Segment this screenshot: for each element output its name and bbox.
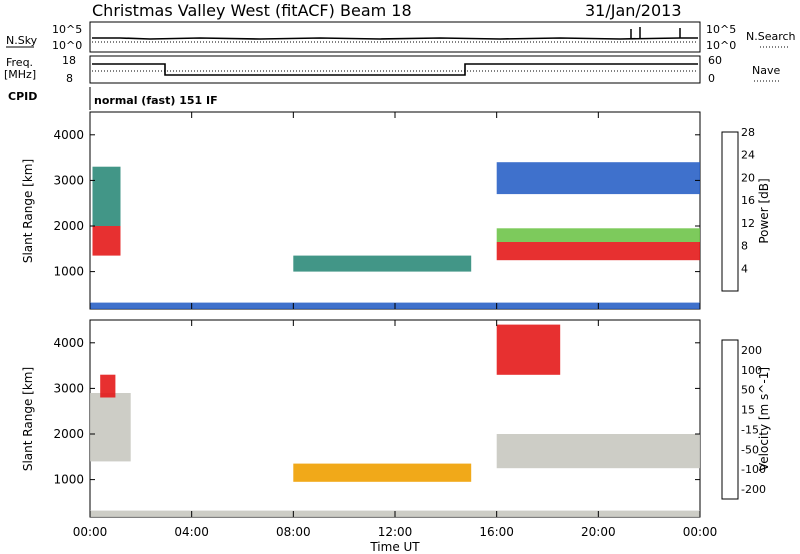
power-ytick-label-3: 4000 — [53, 128, 84, 142]
power-frame — [89, 111, 701, 310]
velocity-x-ticks — [89, 320, 701, 517]
power-region-1 — [92, 166, 121, 226]
power-x-ticks — [89, 112, 701, 309]
velocity-region-1 — [100, 374, 116, 398]
velocity-panel: 1000 2000 3000 4000 — [53, 319, 701, 518]
velocity-ytick-label-0: 1000 — [53, 473, 84, 487]
noise-left-tick-top: 10^5 — [52, 23, 82, 36]
time-label-1: 04:00 — [174, 525, 209, 539]
station-title: Christmas Valley West (fitACF) — [92, 1, 335, 20]
velocity-scale-tick-1: 100 — [741, 364, 762, 377]
velocity-scale-tick-2: 50 — [741, 384, 755, 397]
power-scale-tick-6: 28 — [741, 126, 755, 139]
freq-label-line1: Freq. — [6, 56, 33, 69]
velocity-scale-tick-0: 200 — [741, 344, 762, 357]
power-scale-tick-2: 12 — [741, 217, 755, 230]
power-scale-tick-5: 24 — [741, 149, 755, 162]
noise-panel — [89, 21, 701, 53]
power-region-2 — [293, 255, 472, 272]
nave-label: Nave — [752, 64, 780, 77]
date-label: 31/Jan/2013 — [585, 1, 682, 20]
power-y-ticks: 1000 2000 3000 4000 — [53, 128, 700, 279]
nsearch-label: N.Search — [746, 30, 796, 43]
power-region-3 — [496, 242, 700, 261]
nave-right-tick-bottom: 0 — [708, 72, 715, 85]
freq-panel — [89, 55, 701, 84]
time-axis-labels: 00:00 04:00 08:00 12:00 16:00 20:00 00:00 — [73, 525, 718, 539]
velocity-ylabel: Slant Range [km] — [21, 367, 35, 471]
velocity-scale-tick-4: -15 — [741, 423, 759, 436]
time-label-5: 20:00 — [581, 525, 616, 539]
beam-label: Beam 18 — [340, 1, 412, 20]
velocity-region-4 — [496, 324, 561, 375]
noise-right-tick-bottom: 10^0 — [706, 39, 736, 52]
velocity-colorbar-frame — [721, 339, 739, 500]
power-colorbar-frame — [721, 131, 739, 292]
cpid-label: CPID — [8, 90, 37, 103]
power-region-0 — [92, 226, 121, 256]
velocity-scale-tick-3: 15 — [741, 404, 755, 417]
freq-left-tick-bottom: 8 — [66, 72, 73, 85]
velocity-scale-label: Velocity [m s^-1] — [757, 367, 771, 471]
velocity-region-3 — [496, 434, 700, 469]
power-colorbar: 4 8 12 16 20 24 28 — [721, 126, 755, 292]
velocity-scale-tick-7: -200 — [741, 483, 766, 496]
nsky-label: N.Sky — [6, 34, 38, 47]
velocity-ytick-label-3: 4000 — [53, 336, 84, 350]
nsky-trace — [92, 37, 698, 40]
velocity-frame — [89, 319, 701, 518]
velocity-region-0 — [90, 393, 131, 462]
power-scale-label: Power [dB] — [757, 178, 771, 243]
power-scale-tick-3: 16 — [741, 194, 755, 207]
power-ytick-label-2: 3000 — [53, 173, 84, 187]
freq-trace — [92, 63, 698, 76]
power-ytick-label-1: 2000 — [53, 219, 84, 233]
cpid-text: normal (fast) 151 IF — [94, 94, 218, 107]
time-axis-title: Time UT — [369, 540, 420, 554]
power-ylabel: Slant Range [km] — [21, 159, 35, 263]
velocity-y-ticks: 1000 2000 3000 4000 — [53, 336, 700, 487]
power-scale-tick-0: 4 — [741, 262, 748, 275]
power-region-4 — [496, 228, 700, 242]
velocity-scale-tick-6: -100 — [741, 463, 766, 476]
velocity-ytick-label-2: 3000 — [53, 381, 84, 395]
freq-left-tick-top: 18 — [62, 54, 76, 67]
time-label-6: 00:00 — [683, 525, 718, 539]
noise-left-tick-bottom: 10^0 — [52, 39, 82, 52]
power-panel: 1000 2000 3000 4000 — [53, 111, 701, 310]
velocity-ytick-label-1: 2000 — [53, 427, 84, 441]
time-label-3: 12:00 — [378, 525, 413, 539]
power-region-5 — [496, 162, 700, 195]
freq-label-line2: [MHz] — [4, 68, 36, 81]
velocity-colorbar: 200 100 50 15 -15 -50 -100 -200 — [721, 339, 766, 500]
velocity-region-2 — [293, 463, 472, 482]
power-scale-tick-1: 8 — [741, 240, 748, 253]
power-ytick-label-0: 1000 — [53, 265, 84, 279]
time-label-4: 16:00 — [479, 525, 514, 539]
noise-right-tick-top: 10^5 — [706, 23, 736, 36]
nave-right-tick-top: 60 — [708, 54, 722, 67]
velocity-scale-tick-5: -50 — [741, 443, 759, 456]
time-label-2: 08:00 — [276, 525, 311, 539]
power-scale-tick-4: 20 — [741, 171, 755, 184]
time-label-0: 00:00 — [73, 525, 108, 539]
